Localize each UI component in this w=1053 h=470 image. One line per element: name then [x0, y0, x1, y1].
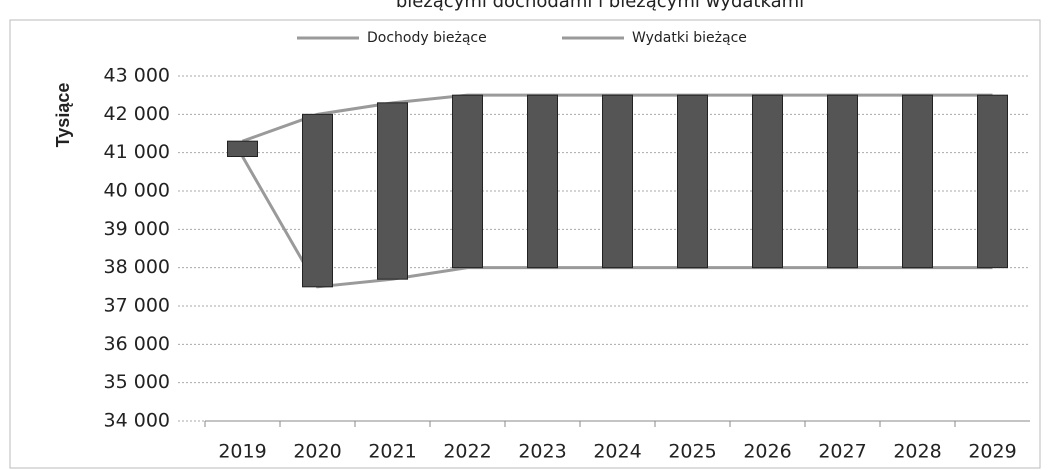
y-tick-label: 37 000 — [104, 295, 170, 317]
chart-frame — [9, 19, 1041, 469]
y-tick-label: 43 000 — [104, 65, 170, 87]
x-tick-label: 2023 — [518, 441, 566, 463]
x-tick-label: 2021 — [368, 441, 416, 463]
chart-title: bieżącymi dochodami i bieżącymi wydatkam… — [396, 0, 804, 12]
y-tick-label: 34 000 — [104, 410, 170, 432]
updown-bar — [827, 94, 858, 269]
updown-bar — [527, 94, 558, 269]
y-tick-label: 35 000 — [104, 371, 170, 393]
x-tick-label: 2020 — [293, 441, 341, 463]
updown-bar — [377, 102, 408, 280]
updown-bar — [452, 94, 483, 269]
y-tick-label: 36 000 — [104, 333, 170, 355]
x-tick-label: 2029 — [968, 441, 1016, 463]
x-tick-label: 2027 — [818, 441, 866, 463]
updown-bar — [977, 94, 1008, 269]
updown-bar — [302, 113, 333, 288]
y-tick-label: 39 000 — [104, 218, 170, 240]
updown-bar — [902, 94, 933, 269]
x-tick-label: 2019 — [218, 441, 266, 463]
legend-label: Dochody bieżące — [367, 30, 487, 46]
y-tick-label: 41 000 — [104, 141, 170, 163]
x-tick-label: 2028 — [893, 441, 941, 463]
x-tick-label: 2026 — [743, 441, 791, 463]
y-tick-label: 42 000 — [104, 103, 170, 125]
x-tick-label: 2022 — [443, 441, 491, 463]
x-tick-label: 2024 — [593, 441, 641, 463]
updown-bar — [677, 94, 708, 269]
y-tick-label: 40 000 — [104, 180, 170, 202]
updown-bar — [752, 94, 783, 269]
updown-bar — [602, 94, 633, 269]
updown-bar — [227, 140, 258, 158]
y-axis-label: Tysiące — [53, 83, 73, 148]
legend-label: Wydatki bieżące — [632, 30, 747, 46]
y-tick-label: 38 000 — [104, 256, 170, 278]
x-tick-label: 2025 — [668, 441, 716, 463]
